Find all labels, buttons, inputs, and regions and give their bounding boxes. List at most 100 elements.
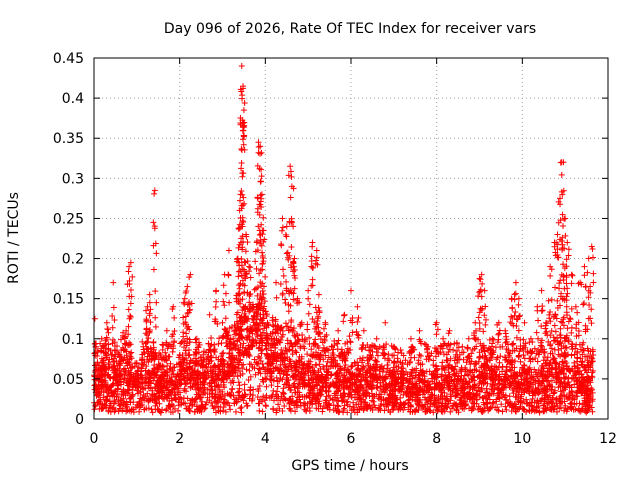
data-points (91, 63, 597, 416)
data-point (559, 234, 566, 241)
data-point (450, 346, 457, 353)
data-point (521, 386, 528, 393)
data-point (186, 306, 193, 313)
data-point (279, 215, 286, 222)
data-point (230, 359, 237, 366)
data-point (206, 397, 213, 404)
data-point (440, 351, 447, 358)
data-point (157, 373, 164, 380)
data-point (129, 386, 136, 393)
data-point (193, 349, 200, 356)
data-point (158, 366, 165, 373)
data-point (175, 407, 182, 414)
data-point (136, 398, 143, 405)
data-point (421, 340, 428, 347)
data-point (309, 243, 316, 250)
data-point (237, 323, 244, 330)
data-point (394, 349, 401, 356)
data-point (206, 391, 213, 398)
data-point (237, 405, 244, 412)
data-point (230, 379, 237, 386)
data-point (254, 247, 261, 254)
data-point (277, 361, 284, 368)
data-point (265, 355, 272, 362)
data-point (320, 384, 327, 391)
data-point (133, 360, 140, 367)
data-point (253, 310, 260, 317)
data-point (521, 319, 528, 326)
data-point (128, 365, 135, 372)
data-point (353, 366, 360, 373)
data-point (550, 334, 557, 341)
data-point (562, 232, 569, 239)
data-point (508, 372, 515, 379)
data-point (491, 377, 498, 384)
data-point (160, 377, 167, 384)
data-point (150, 266, 157, 273)
data-point (174, 379, 181, 386)
data-point (567, 316, 574, 323)
data-point (496, 327, 503, 334)
data-point (559, 367, 566, 374)
data-point (568, 384, 575, 391)
data-point (245, 376, 252, 383)
data-point (209, 387, 216, 394)
data-point (221, 302, 228, 309)
data-point (230, 335, 237, 342)
data-point (405, 393, 412, 400)
data-point (304, 321, 311, 328)
data-point (122, 365, 129, 372)
data-point (129, 273, 136, 280)
data-point (476, 275, 483, 282)
data-point (183, 359, 190, 366)
data-point (290, 263, 297, 270)
data-point (322, 347, 329, 354)
data-point (127, 341, 134, 348)
data-point (492, 404, 499, 411)
data-point (123, 403, 130, 410)
data-point (382, 375, 389, 382)
data-point (165, 402, 172, 409)
data-point (215, 403, 222, 410)
data-point (426, 394, 433, 401)
data-point (293, 349, 300, 356)
data-point (292, 274, 299, 281)
data-point (202, 401, 209, 408)
data-point (373, 371, 380, 378)
data-point (564, 325, 571, 332)
data-point (416, 371, 423, 378)
data-point (419, 361, 426, 368)
data-point (283, 233, 290, 240)
data-point (253, 265, 260, 272)
data-point (363, 382, 370, 389)
data-point (559, 191, 566, 198)
data-point (375, 395, 382, 402)
data-point (406, 396, 413, 403)
data-point (187, 380, 194, 387)
data-point (208, 352, 215, 359)
data-point (523, 396, 530, 403)
data-point (147, 319, 154, 326)
data-point (247, 328, 254, 335)
data-point (134, 370, 141, 377)
data-point (116, 372, 123, 379)
data-point (238, 272, 245, 279)
data-point (259, 408, 266, 415)
data-point (450, 371, 457, 378)
data-point (106, 384, 113, 391)
data-point (134, 379, 141, 386)
data-point (239, 266, 246, 273)
data-point (469, 346, 476, 353)
data-point (496, 380, 503, 387)
data-point (547, 383, 554, 390)
data-point (309, 264, 316, 271)
data-point (283, 278, 290, 285)
data-point (211, 362, 218, 369)
data-point (328, 371, 335, 378)
data-point (195, 339, 202, 346)
data-point (135, 384, 142, 391)
data-point (239, 95, 246, 102)
data-point (146, 291, 153, 298)
data-point (335, 327, 342, 334)
data-point (135, 390, 142, 397)
